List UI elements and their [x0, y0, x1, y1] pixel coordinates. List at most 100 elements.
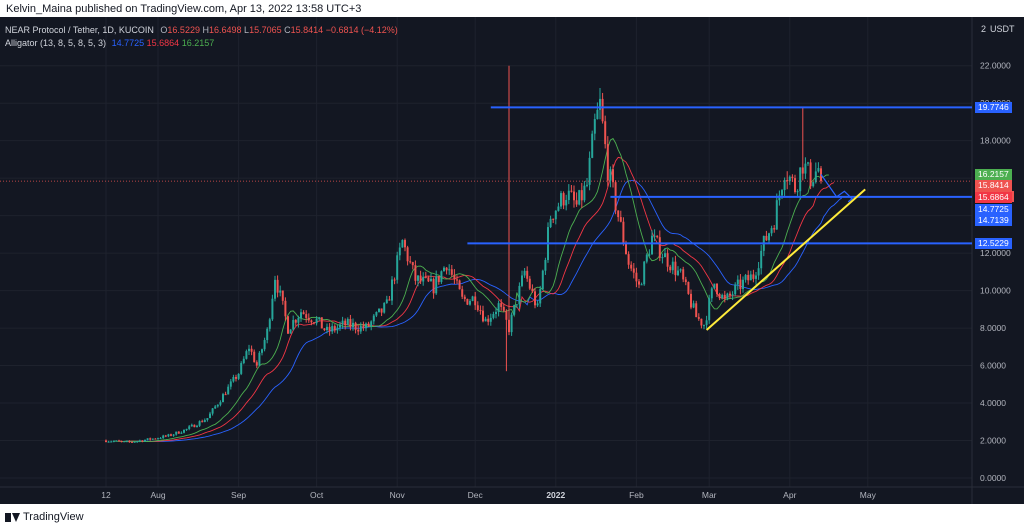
- symbol-name[interactable]: NEAR Protocol / Tether, 1D, KUCOIN: [5, 25, 154, 35]
- candle-body: [279, 290, 282, 293]
- candle-body: [783, 180, 786, 191]
- candle-body: [645, 254, 648, 262]
- footer: TradingView: [5, 511, 84, 523]
- candle-body: [346, 318, 349, 326]
- candle-body: [684, 279, 687, 283]
- candle-body: [404, 240, 406, 248]
- candle-body: [214, 406, 217, 409]
- candle-body: [136, 441, 139, 443]
- candle-body: [716, 283, 718, 295]
- candle-body: [258, 352, 261, 366]
- candle-body: [237, 373, 240, 379]
- candle-body: [294, 320, 297, 323]
- candle-body: [177, 431, 180, 434]
- candle-body: [388, 299, 391, 301]
- candle-body: [209, 413, 211, 419]
- y-tick-label: 4.0000: [980, 398, 1006, 408]
- candle-body: [128, 441, 131, 443]
- last-price-tag: 15.8414: [975, 180, 1012, 192]
- chart-frame[interactable]: 0.0000 2.0000 4.0000 6.0000 8.0000 10.0000 12.…: [0, 17, 1024, 504]
- level-price-tag: 19.7746: [975, 101, 1012, 113]
- candle-body: [328, 326, 331, 332]
- candle-body: [211, 408, 214, 414]
- candle-body: [131, 441, 133, 443]
- candle-body: [263, 340, 266, 350]
- candle-body: [692, 303, 695, 308]
- candle-body: [354, 322, 357, 330]
- candle-body: [773, 228, 776, 230]
- change-value: −0.6814 (−4.12%): [325, 25, 398, 35]
- candle-body: [710, 288, 713, 299]
- candle-body: [224, 394, 227, 396]
- candle-body: [437, 276, 440, 282]
- high-label: H: [202, 25, 209, 35]
- candle-body: [240, 363, 243, 374]
- candle-body: [799, 167, 802, 192]
- publisher-author[interactable]: Kelvin_Maina: [6, 3, 73, 15]
- axis-scale-label: 2: [981, 24, 986, 34]
- y-tick-label: 6.0000: [980, 361, 1006, 371]
- candle-body: [242, 358, 245, 364]
- candle-body: [573, 191, 575, 201]
- candle-body: [266, 328, 269, 341]
- candle-body: [193, 424, 196, 428]
- candle-body: [484, 318, 487, 322]
- candle-body: [648, 254, 651, 256]
- candle-body: [175, 431, 178, 435]
- candle-body: [695, 303, 698, 318]
- candle-body: [528, 278, 531, 289]
- candle-body: [359, 325, 362, 332]
- candle-body: [497, 303, 500, 312]
- candle-body: [622, 221, 625, 243]
- candle-body: [302, 312, 305, 315]
- candle-body: [768, 233, 770, 241]
- candle-body: [385, 299, 388, 304]
- candle-body: [380, 308, 383, 313]
- candle-body: [669, 266, 672, 271]
- candle-body: [742, 279, 744, 290]
- candle-body: [609, 169, 612, 181]
- alligator-label[interactable]: Alligator (13, 8, 5, 8, 5, 3): [5, 38, 107, 48]
- candle-body: [458, 280, 461, 290]
- open-value: 16.5229: [167, 25, 200, 35]
- alligator-lips-line: [113, 137, 829, 443]
- candle-body: [115, 440, 118, 442]
- candle-body: [411, 262, 414, 266]
- candle-body: [495, 311, 497, 315]
- candle-body: [781, 190, 783, 196]
- candle-body: [580, 190, 583, 201]
- candle-body: [146, 438, 149, 440]
- candle-body: [596, 109, 599, 120]
- candle-body: [159, 438, 162, 440]
- candle-body: [125, 441, 128, 443]
- chart-canvas[interactable]: 0.0000 2.0000 4.0000 6.0000 8.0000 10.0000 12.…: [0, 17, 1024, 504]
- candle-body: [705, 320, 708, 326]
- candle-body: [318, 317, 321, 319]
- candle-body: [219, 402, 222, 405]
- candle-body: [391, 279, 393, 301]
- candle-body: [331, 326, 334, 332]
- candle-body: [617, 210, 620, 218]
- candle-body: [206, 418, 209, 421]
- x-tick-label: 12: [101, 490, 111, 500]
- candle-body: [565, 199, 568, 206]
- x-tick-label: Sep: [231, 490, 246, 500]
- candle-body: [627, 254, 630, 265]
- footer-brand[interactable]: TradingView: [23, 511, 84, 523]
- candle-body: [352, 322, 354, 328]
- close-label: C: [284, 25, 291, 35]
- y-tick-label: 12.0000: [980, 248, 1011, 258]
- candle-body: [544, 259, 547, 271]
- candle-body: [554, 210, 557, 220]
- candle-body: [796, 191, 799, 193]
- axis-unit-label: USDT: [990, 24, 1015, 34]
- candle-body: [180, 432, 183, 434]
- candle-body: [157, 438, 159, 440]
- candle-body: [700, 318, 703, 326]
- candle-body: [755, 275, 757, 279]
- candle-body: [575, 200, 578, 205]
- candle-body: [375, 311, 378, 316]
- candle-body: [814, 171, 817, 183]
- candle-body: [248, 348, 250, 352]
- candle-body: [760, 250, 763, 269]
